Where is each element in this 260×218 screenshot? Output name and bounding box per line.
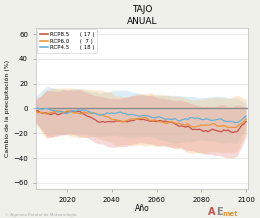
Text: E: E (216, 207, 222, 217)
Text: © Agencia Estatal de Meteorología: © Agencia Estatal de Meteorología (5, 213, 77, 217)
Text: met: met (222, 211, 238, 217)
X-axis label: Año: Año (135, 204, 149, 213)
Legend: RCP8.5      ( 17 ), RCP6.0      (  7 ), RCP4.5      ( 18 ): RCP8.5 ( 17 ), RCP6.0 ( 7 ), RCP4.5 ( 18… (37, 29, 98, 53)
Y-axis label: Cambio de la precipitación (%): Cambio de la precipitación (%) (5, 60, 10, 157)
Text: A: A (208, 207, 216, 217)
Title: TAJO
ANUAL: TAJO ANUAL (127, 5, 157, 26)
